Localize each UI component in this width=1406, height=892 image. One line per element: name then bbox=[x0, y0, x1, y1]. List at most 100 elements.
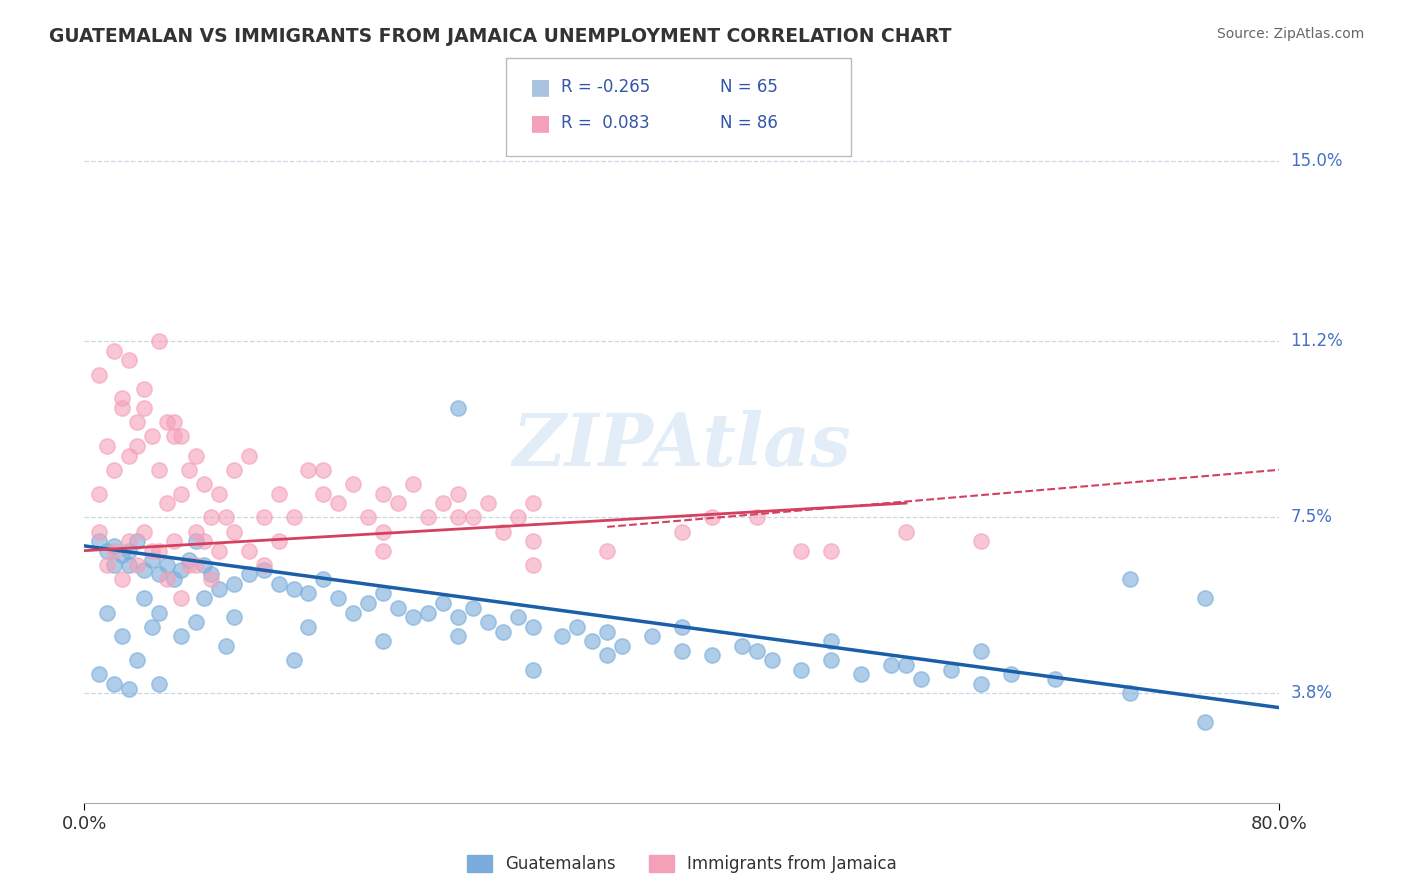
Point bbox=[141, 553, 163, 567]
Point bbox=[357, 596, 380, 610]
Point bbox=[96, 606, 118, 620]
Point bbox=[745, 510, 768, 524]
Point bbox=[342, 606, 364, 620]
Point bbox=[522, 534, 544, 549]
Point bbox=[125, 534, 148, 549]
Point bbox=[238, 543, 260, 558]
Point bbox=[461, 510, 484, 524]
Point bbox=[745, 643, 768, 657]
Point bbox=[402, 610, 425, 624]
Point bbox=[222, 610, 245, 624]
Point bbox=[492, 524, 515, 539]
Point bbox=[141, 543, 163, 558]
Point bbox=[253, 558, 276, 572]
Point bbox=[283, 653, 305, 667]
Point bbox=[387, 600, 409, 615]
Point bbox=[612, 639, 634, 653]
Legend: Guatemalans, Immigrants from Jamaica: Guatemalans, Immigrants from Jamaica bbox=[460, 848, 904, 880]
Point bbox=[522, 496, 544, 510]
Point bbox=[96, 558, 118, 572]
Point bbox=[111, 392, 134, 406]
Point bbox=[283, 582, 305, 596]
Point bbox=[1194, 591, 1216, 606]
Point bbox=[297, 463, 319, 477]
Point bbox=[447, 610, 470, 624]
Point bbox=[125, 653, 148, 667]
Point bbox=[671, 643, 693, 657]
Point bbox=[200, 572, 222, 586]
Point bbox=[215, 639, 238, 653]
Point bbox=[222, 577, 245, 591]
Text: ■: ■ bbox=[530, 113, 551, 133]
Point bbox=[820, 634, 842, 648]
Point bbox=[193, 477, 215, 491]
Point bbox=[186, 558, 208, 572]
Point bbox=[357, 510, 380, 524]
Point bbox=[96, 439, 118, 453]
Point bbox=[671, 620, 693, 634]
Point bbox=[522, 558, 544, 572]
Point bbox=[492, 624, 515, 639]
Point bbox=[89, 486, 111, 500]
Point bbox=[328, 591, 350, 606]
Point bbox=[416, 510, 439, 524]
Point bbox=[118, 558, 141, 572]
Point bbox=[170, 429, 193, 443]
Point bbox=[596, 543, 619, 558]
Point bbox=[215, 510, 238, 524]
Point bbox=[222, 524, 245, 539]
Point bbox=[402, 477, 425, 491]
Point bbox=[89, 534, 111, 549]
Point bbox=[118, 681, 141, 696]
Point bbox=[477, 496, 499, 510]
Point bbox=[1119, 572, 1142, 586]
Point bbox=[312, 486, 335, 500]
Point bbox=[148, 677, 170, 691]
Point bbox=[894, 524, 917, 539]
Point bbox=[461, 600, 484, 615]
Point bbox=[970, 643, 993, 657]
Point bbox=[267, 534, 290, 549]
Point bbox=[148, 567, 170, 582]
Point bbox=[373, 524, 395, 539]
Point bbox=[581, 634, 603, 648]
Point bbox=[163, 415, 186, 429]
Point bbox=[432, 596, 454, 610]
Point bbox=[700, 648, 723, 663]
Text: R =  0.083: R = 0.083 bbox=[561, 114, 650, 132]
Point bbox=[103, 343, 125, 358]
Point bbox=[177, 463, 200, 477]
Point bbox=[208, 486, 231, 500]
Point bbox=[170, 563, 193, 577]
Point bbox=[200, 510, 222, 524]
Point bbox=[155, 496, 177, 510]
Point bbox=[851, 667, 873, 681]
Point bbox=[910, 672, 932, 686]
Point bbox=[447, 486, 470, 500]
Point bbox=[790, 543, 813, 558]
Point bbox=[342, 477, 364, 491]
Point bbox=[222, 463, 245, 477]
Point bbox=[148, 334, 170, 349]
Text: 7.5%: 7.5% bbox=[1291, 508, 1333, 526]
Point bbox=[148, 606, 170, 620]
Point bbox=[1119, 686, 1142, 700]
Point bbox=[111, 629, 134, 643]
Text: 15.0%: 15.0% bbox=[1291, 152, 1343, 169]
Point bbox=[148, 543, 170, 558]
Point bbox=[297, 586, 319, 600]
Point bbox=[148, 463, 170, 477]
Point bbox=[373, 634, 395, 648]
Point bbox=[328, 496, 350, 510]
Point bbox=[103, 558, 125, 572]
Point bbox=[111, 401, 134, 415]
Point bbox=[89, 524, 111, 539]
Point bbox=[238, 567, 260, 582]
Point bbox=[177, 558, 200, 572]
Point bbox=[125, 415, 148, 429]
Point bbox=[373, 543, 395, 558]
Point bbox=[567, 620, 589, 634]
Point bbox=[111, 572, 134, 586]
Point bbox=[89, 667, 111, 681]
Point bbox=[186, 449, 208, 463]
